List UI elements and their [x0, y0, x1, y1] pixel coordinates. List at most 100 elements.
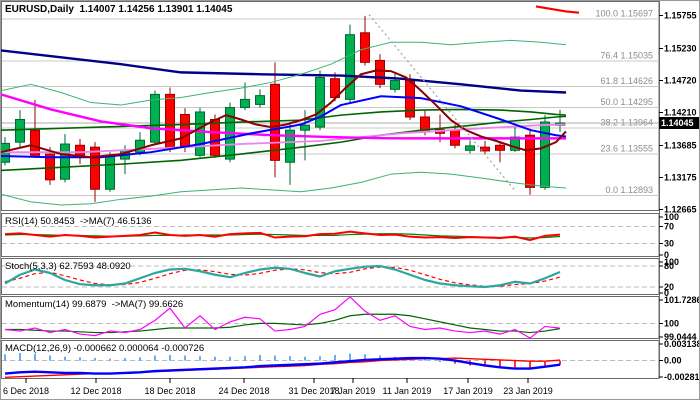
indicator-scale-label: 0.003138	[664, 339, 700, 349]
macd-histogram-bar	[499, 360, 501, 368]
candle-body-up	[195, 111, 205, 156]
macd-histogram-bar	[124, 358, 126, 361]
price-axis-label: 1.13685	[664, 141, 697, 151]
candle[interactable]	[285, 122, 295, 185]
candle[interactable]	[150, 90, 160, 145]
macd-histogram-bar	[289, 356, 291, 361]
indicator-scale-label: 101.7286	[664, 295, 700, 305]
macd-histogram-bar	[274, 355, 276, 361]
ma-red-top	[535, 5, 580, 14]
price-axis-label: 1.15230	[664, 44, 697, 54]
macd-histogram-bar	[229, 356, 231, 361]
candle[interactable]	[390, 72, 400, 93]
indicator-scale-label: 30	[664, 238, 674, 248]
candle-body-up	[510, 136, 520, 151]
macd-histogram-bar	[244, 356, 246, 361]
candle[interactable]	[255, 89, 265, 108]
fib-label: 100.0 1.15697	[595, 9, 653, 19]
candle-body-up	[15, 119, 25, 143]
candle[interactable]	[465, 140, 475, 154]
time-axis-label: 11 Jan 2019	[383, 386, 432, 396]
price-axis-label: 1.15755	[664, 11, 697, 21]
macd-histogram-bar	[19, 353, 21, 361]
macd-histogram-bar	[349, 353, 351, 361]
rsi-label: RSI(14) 50.8453 ->MA(7) 46.5136	[5, 216, 152, 227]
indicator-scale-label: 80	[664, 261, 674, 271]
macd-label: MACD(12,26,9) -0.000662 0.000064 -0.0007…	[5, 343, 205, 354]
time-axis-label: 12 Dec 2018	[70, 386, 121, 396]
time-axis-label: 31 Dec 2018	[288, 386, 339, 396]
macd-histogram-bar	[64, 356, 66, 361]
candle-body-up	[345, 34, 355, 100]
time-axis-label: 17 Jan 2019	[443, 386, 493, 396]
candle[interactable]	[15, 110, 25, 148]
candle[interactable]	[105, 152, 115, 192]
candle-body-up	[240, 98, 250, 109]
fib-label: 0.0 1.12893	[605, 185, 653, 195]
fib-label: 76.4 1.15035	[600, 50, 653, 60]
macd-histogram-bar	[139, 357, 141, 361]
macd-histogram-bar	[424, 359, 426, 361]
candle-body-up	[300, 124, 310, 131]
macd-histogram-bar	[109, 358, 111, 361]
candle-body-up	[315, 76, 325, 128]
time-axis-label: 6 Dec 2018	[3, 386, 49, 396]
band-upper-green	[1, 39, 567, 106]
candle-body-up	[285, 129, 295, 163]
time-axis-label: 7 Jan 2019	[331, 386, 376, 396]
indicator-scale-label: 99.0444	[664, 332, 697, 342]
indicator-scale-label: 100	[664, 257, 679, 267]
macd-histogram-bar	[334, 354, 336, 361]
candle[interactable]	[315, 70, 325, 131]
macd-histogram-bar	[259, 354, 261, 361]
candle[interactable]	[480, 140, 490, 155]
time-axis-label: 18 Dec 2018	[144, 386, 195, 396]
candle[interactable]	[345, 24, 355, 103]
price-axis-label: 1.12665	[664, 205, 697, 215]
macd-histogram-bar	[529, 360, 531, 368]
current-price-tag: 1.14045	[659, 116, 699, 129]
ma-long-navy	[1, 49, 567, 94]
candle-body-down	[90, 146, 100, 190]
macd-main-line	[4, 356, 561, 375]
candle[interactable]	[525, 130, 535, 195]
panel-frame-4[interactable]	[1, 340, 660, 379]
macd-histogram-bar	[4, 354, 6, 361]
ma-blue	[1, 95, 567, 159]
time-axis-label: 24 Dec 2018	[218, 386, 269, 396]
stoch-label: Stoch(5,3,3) 62.7593 48.0920	[5, 261, 131, 272]
indicator-scale-label: 0.00	[664, 356, 682, 366]
candle-body-down	[375, 59, 385, 85]
panel-frame-0[interactable]	[1, 1, 660, 211]
macd-histogram-bar	[364, 354, 366, 361]
macd-histogram-bar	[319, 356, 321, 361]
candle-body-down	[270, 83, 280, 161]
rsi-line	[4, 230, 561, 242]
macd-histogram-bar	[79, 357, 81, 361]
candle-body-down	[495, 144, 505, 151]
macd-histogram-bar	[49, 355, 51, 361]
indicator-scale-label: -0.002811	[664, 372, 700, 382]
candle-body-up	[540, 121, 550, 188]
candle-body-up	[390, 80, 400, 90]
candle[interactable]	[540, 115, 550, 190]
macd-histogram-bar	[544, 360, 546, 366]
momentum-line	[4, 296, 561, 339]
candle-body-up	[60, 143, 70, 180]
indicator-scale-label: 100	[664, 212, 679, 222]
indicator-scale-label: 70	[664, 222, 674, 232]
indicator-scale-label: 100	[664, 318, 679, 328]
indicator-scale-label: 0	[664, 288, 669, 298]
price-axis-label: 1.14720	[664, 76, 697, 86]
candle-body-down	[30, 129, 40, 156]
band-lower-green	[1, 171, 567, 206]
macd-histogram-bar	[304, 356, 306, 361]
candle-body-down	[210, 119, 220, 156]
macd-histogram-bar	[94, 358, 96, 361]
candle-body-up	[465, 145, 475, 151]
candle[interactable]	[495, 142, 505, 163]
price-axis-label: 1.13175	[664, 173, 697, 183]
indicator-scale-label: 0	[664, 250, 669, 260]
macd-histogram-bar	[379, 355, 381, 361]
